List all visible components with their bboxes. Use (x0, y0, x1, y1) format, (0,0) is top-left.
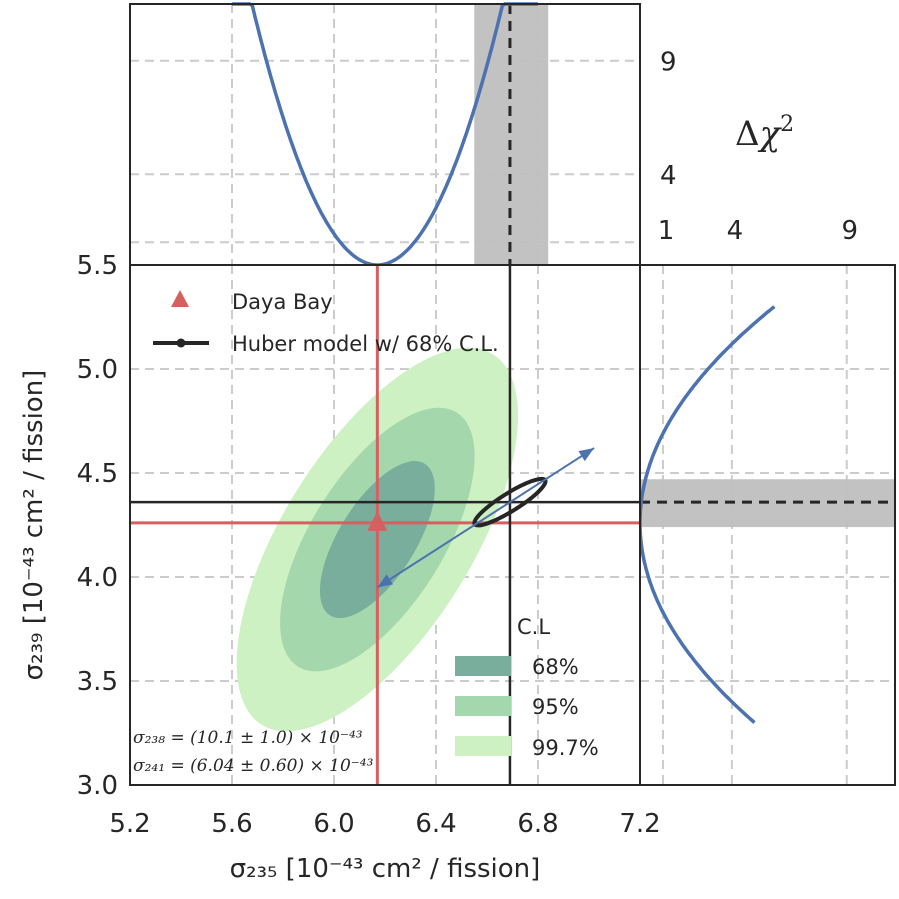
y-tick-label: 5.0 (77, 355, 118, 385)
x-tick-label: 6.8 (517, 809, 558, 839)
cl-label-68: 68% (532, 655, 579, 679)
delta-chi2-label: Δχ2 (735, 112, 794, 154)
cl-legend-title: C.L (517, 615, 550, 639)
y-tick-label: 4.5 (77, 459, 118, 489)
right-x-tick-label: 1 (658, 216, 675, 246)
main-contour-panel (129, 264, 641, 786)
eigenvector-arrow-head (377, 574, 394, 588)
y-tick-label: 3.5 (77, 667, 118, 697)
top-y-tick-label: 4 (660, 161, 677, 191)
x-axis-label: σ₂₃₅ [10⁻⁴³ cm² / fission] (230, 854, 541, 884)
y-tick-label: 5.5 (77, 251, 118, 281)
cl-swatch-68 (455, 656, 511, 676)
right-x-tick-label: 9 (841, 216, 858, 246)
x-tick-label: 7.2 (619, 809, 660, 839)
x-tick-label: 5.2 (109, 809, 150, 839)
y-tick-label: 4.0 (77, 563, 118, 593)
right-profile-panel: 1 4 9 (638, 216, 896, 786)
y-tick-label: 3.0 (77, 771, 118, 801)
cl-label-95: 95% (532, 695, 579, 719)
x-tick-label: 5.6 (211, 809, 252, 839)
cl-label-997: 99.7% (532, 736, 599, 760)
cl-swatch-997 (455, 736, 511, 756)
top-y-tick-label: 9 (660, 48, 677, 78)
legend-daya-bay-marker (171, 290, 189, 307)
eigenvector-arrow-head (578, 448, 595, 462)
x-tick-label: 6.0 (313, 809, 354, 839)
legend-huber-label: Huber model w/ 68% C.L. (232, 332, 499, 356)
eigenvector-arrow (376, 447, 595, 589)
right-x-tick-label: 4 (727, 216, 744, 246)
daya-bay-marker (367, 510, 388, 531)
legend-huber-marker (176, 338, 186, 348)
y-axis-label: σ₂₃₉ [10⁻⁴³ cm² / fission] (19, 370, 49, 681)
sigma238-annotation: σ₂₃₈ = (10.1 ± 1.0) × 10⁻⁴³ (133, 728, 363, 748)
x-tick-label: 6.4 (415, 809, 456, 839)
legend: Daya Bay Huber model w/ 68% C.L. (153, 290, 499, 356)
cl-legend: C.L 68% 95% 99.7% (455, 615, 599, 760)
top-profile-panel: 9 4 (129, 2, 677, 267)
legend-daya-bay-label: Daya Bay (232, 290, 333, 314)
cl-swatch-95 (455, 696, 511, 716)
eigenvector-arrow-shaft (376, 447, 595, 589)
sigma241-annotation: σ₂₄₁ = (6.04 ± 0.60) × 10⁻⁴³ (133, 756, 374, 776)
